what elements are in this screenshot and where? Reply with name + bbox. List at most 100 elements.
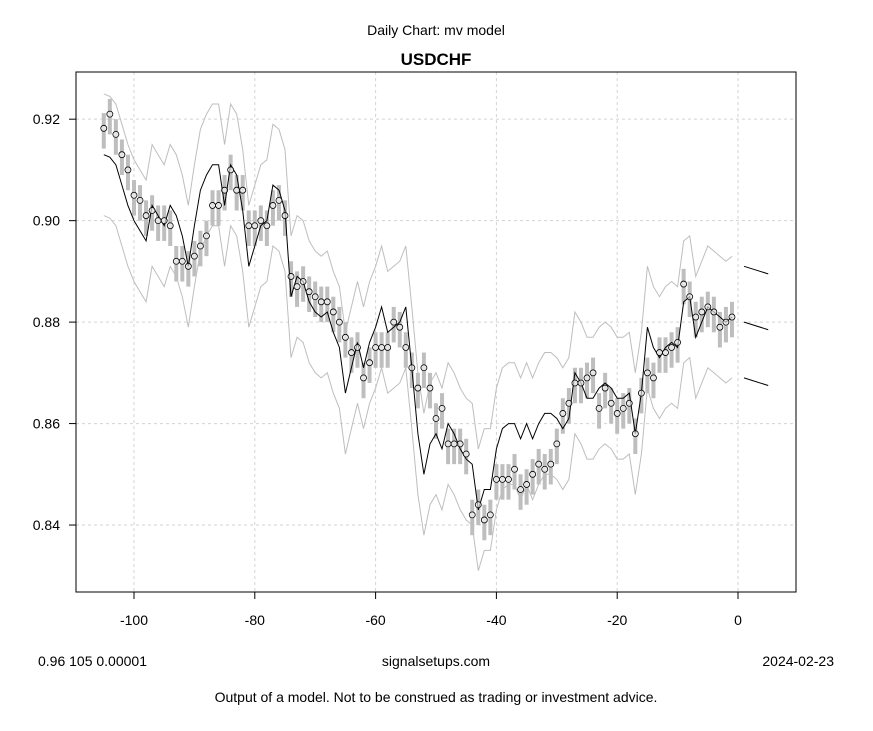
close-point <box>650 374 657 382</box>
close-point <box>613 410 621 417</box>
close-point <box>722 318 730 326</box>
close-points <box>100 110 736 524</box>
close-point <box>160 217 168 225</box>
x-tick-label: 0 <box>734 612 742 628</box>
chart-title: USDCHF <box>401 50 472 69</box>
close-point <box>311 293 319 301</box>
close-point <box>335 318 343 326</box>
y-tick-label: 0.86 <box>33 416 60 432</box>
close-point <box>607 399 615 407</box>
close-point <box>716 323 724 331</box>
close-point <box>281 212 289 219</box>
close-point <box>402 344 410 351</box>
close-point <box>704 303 712 311</box>
y-tick-label: 0.92 <box>33 111 60 127</box>
close-point <box>547 460 555 468</box>
close-point <box>348 349 355 356</box>
close-point <box>432 415 440 422</box>
model-line-group <box>103 154 733 510</box>
close-point <box>100 124 108 132</box>
x-tick-label: -20 <box>607 612 627 628</box>
y-tick-label: 0.84 <box>33 517 60 533</box>
close-point <box>263 222 271 230</box>
range-bars <box>101 98 734 541</box>
close-point <box>360 374 367 382</box>
close-point <box>203 232 210 240</box>
close-point <box>420 364 428 372</box>
close-point <box>197 242 204 250</box>
date-label: 2024-02-23 <box>762 653 834 669</box>
close-point <box>480 516 488 524</box>
close-point <box>221 186 228 194</box>
close-point <box>589 369 597 377</box>
close-point <box>245 222 253 230</box>
close-point <box>486 511 494 519</box>
close-point <box>269 202 277 209</box>
close-point <box>390 318 398 326</box>
close-point <box>130 191 138 199</box>
close-point <box>535 460 543 468</box>
close-point <box>372 344 379 351</box>
close-point <box>456 440 464 448</box>
close-point <box>154 217 162 225</box>
close-point <box>142 212 150 219</box>
grid <box>76 72 796 592</box>
close-point <box>366 359 373 367</box>
close-point <box>511 465 518 473</box>
close-point <box>354 344 361 351</box>
close-point <box>559 410 567 417</box>
close-point <box>474 501 482 509</box>
close-point <box>112 130 120 138</box>
close-point <box>190 252 198 260</box>
bands <box>103 93 733 571</box>
axes: -100 -80 -60 -40 -20 0 0.84 0.86 0.88 0.90 0.92 <box>33 111 742 628</box>
close-point <box>233 186 241 194</box>
forecast-mid <box>743 321 769 331</box>
close-point <box>523 481 531 488</box>
close-point <box>178 257 186 265</box>
close-point <box>426 384 434 392</box>
model-line <box>103 154 733 510</box>
close-point <box>686 293 694 301</box>
close-point <box>378 344 386 351</box>
close-point <box>444 440 452 448</box>
close-point <box>505 475 512 483</box>
close-point <box>287 273 295 280</box>
close-point <box>601 384 609 392</box>
close-point <box>329 308 337 316</box>
close-point <box>136 196 144 204</box>
close-point <box>239 186 247 194</box>
close-point <box>257 217 265 225</box>
chart-subtitle: Daily Chart: mv model <box>367 22 505 38</box>
close-point <box>184 262 192 270</box>
close-point <box>299 278 307 285</box>
close-point <box>323 298 331 306</box>
close-point <box>517 486 524 493</box>
close-point <box>438 404 446 412</box>
close-point <box>631 430 639 438</box>
close-point <box>499 475 506 483</box>
close-point <box>384 344 392 351</box>
close-point <box>148 207 156 214</box>
x-tick-label: -100 <box>120 612 148 628</box>
close-point <box>106 110 114 118</box>
upper-band <box>103 93 733 450</box>
x-tick-label: -80 <box>245 612 265 628</box>
close-point <box>625 399 633 407</box>
close-point <box>553 440 561 448</box>
close-point <box>293 283 301 290</box>
close-point <box>166 222 174 230</box>
close-point <box>728 313 736 321</box>
close-point <box>529 470 537 478</box>
x-tick-label: -60 <box>365 612 385 628</box>
close-point <box>662 349 669 356</box>
lower-band <box>103 215 733 571</box>
close-point <box>637 389 645 397</box>
close-point <box>565 399 573 407</box>
close-point <box>408 364 416 372</box>
close-point <box>577 379 585 387</box>
close-point <box>462 450 470 458</box>
close-point <box>317 298 325 306</box>
model-params: 0.96 105 0.00001 <box>38 653 147 669</box>
